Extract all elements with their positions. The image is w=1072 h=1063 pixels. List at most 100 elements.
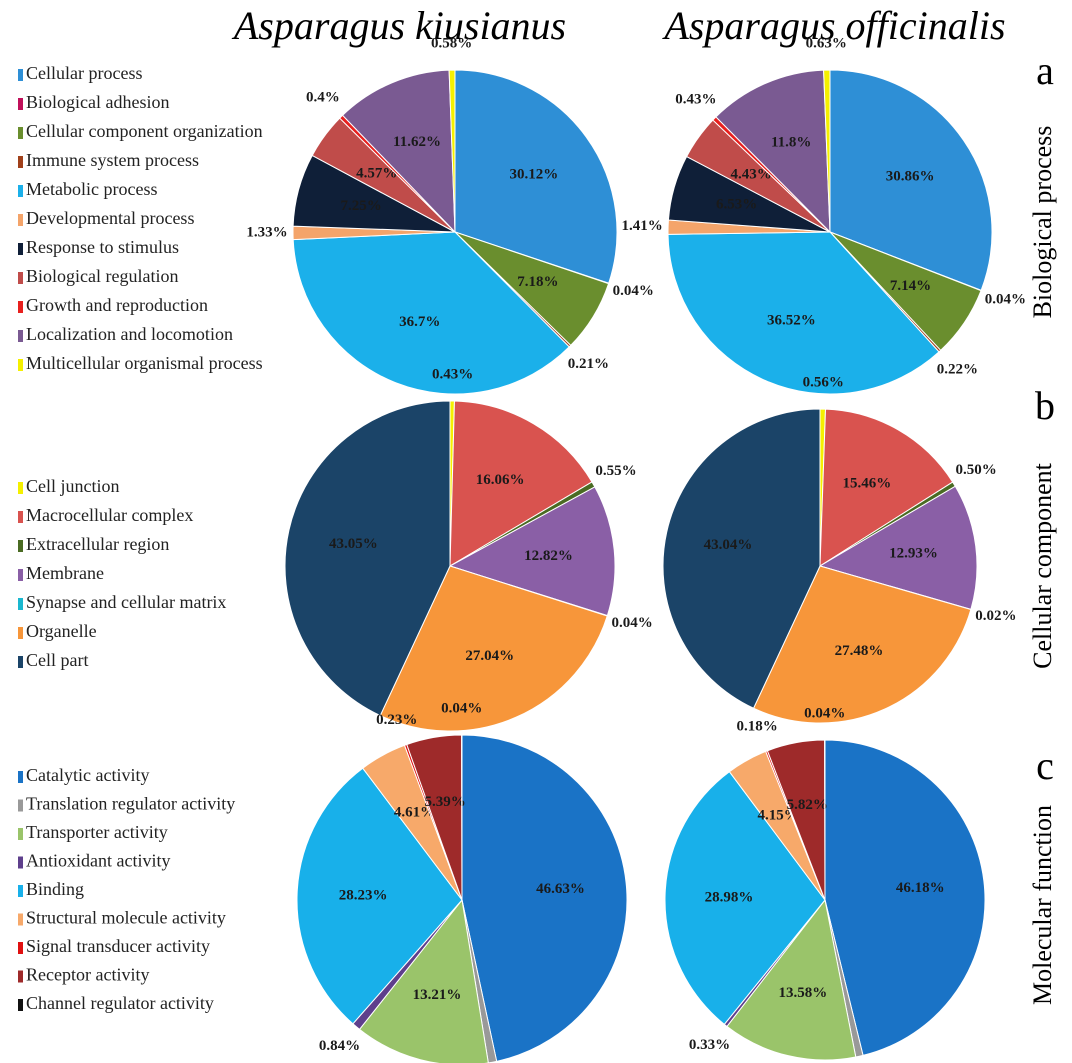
value-label: 4.15% <box>758 808 799 824</box>
legend-label: Cellular component organization <box>26 121 263 141</box>
legend-swatch <box>18 627 23 639</box>
row-label: Biological process <box>1028 126 1057 319</box>
pie-slice <box>818 485 978 610</box>
legend-label: Metabolic process <box>26 179 157 199</box>
legend-swatch <box>18 243 23 255</box>
legend-label: Receptor activity <box>26 965 149 985</box>
legend-label: Multicellular organismal process <box>26 353 263 373</box>
legend-swatch <box>18 185 23 197</box>
value-label: 13.21% <box>413 987 462 1003</box>
value-label: 13.58% <box>778 985 827 1001</box>
value-label: 0.50% <box>956 462 997 478</box>
value-label: 0.04% <box>613 283 654 299</box>
legend-swatch <box>18 511 23 523</box>
value-label: 12.82% <box>524 548 573 564</box>
value-label: 0.04% <box>985 291 1026 307</box>
value-label: 0.04% <box>804 705 845 721</box>
value-label: 15.46% <box>843 476 892 492</box>
value-label: 0.23% <box>376 712 417 728</box>
legend-swatch <box>18 69 23 81</box>
legend-label: Localization and locomotion <box>26 324 233 344</box>
legend-swatch <box>18 540 23 552</box>
legend-label: Binding <box>26 879 84 899</box>
value-label: 0.43% <box>432 366 473 382</box>
value-label: 0.43% <box>675 92 716 108</box>
value-label: 1.41% <box>621 218 662 234</box>
panel-letter: b <box>1035 383 1055 428</box>
legend-label: Structural molecule activity <box>26 908 226 928</box>
value-label: 0.21% <box>568 356 609 372</box>
value-label: 43.05% <box>329 536 378 552</box>
pie-slice <box>292 231 570 395</box>
legend-label: Transporter activity <box>26 822 168 842</box>
row-label: Molecular function <box>1028 805 1057 1005</box>
legend-label: Growth and reproduction <box>26 295 208 315</box>
legend-label: Membrane <box>26 563 104 583</box>
legend-swatch <box>18 569 23 581</box>
value-label: 4.43% <box>730 167 771 183</box>
legend-label: Signal transducer activity <box>26 936 210 956</box>
column-title: Asparagus kiusianus <box>231 3 566 48</box>
legend-swatch <box>18 330 23 342</box>
legend-swatch <box>18 359 23 371</box>
value-label: 11.8% <box>771 134 811 150</box>
value-label: 16.06% <box>476 472 525 488</box>
pie-slice <box>823 69 831 233</box>
pie-slice <box>379 565 608 732</box>
value-label: 0.58% <box>431 35 472 51</box>
value-label: 12.93% <box>889 546 938 562</box>
legend-swatch <box>18 913 23 926</box>
pie-slice <box>296 767 463 1025</box>
legend-label: Catalytic activity <box>26 765 149 785</box>
row-label: Cellular component <box>1028 462 1057 669</box>
pie-slice <box>449 400 593 567</box>
value-label: 0.02% <box>975 608 1016 624</box>
value-label: 5.39% <box>424 794 465 810</box>
value-label: 6.53% <box>716 197 757 213</box>
pie-slice <box>715 69 831 234</box>
value-label: 0.4% <box>306 90 340 106</box>
value-label: 4.61% <box>394 805 435 821</box>
legend-label: Immune system process <box>26 150 199 170</box>
legend-label: Response to stimulus <box>26 237 179 257</box>
legend-label: Extracellular region <box>26 534 169 554</box>
value-label: 4.57% <box>356 166 397 182</box>
legend-swatch <box>18 799 23 812</box>
value-label: 5.82% <box>787 797 828 813</box>
pie-slice <box>664 770 826 1026</box>
legend-label: Cellular process <box>26 63 142 83</box>
panel-letter: a <box>1036 48 1054 93</box>
value-label: 7.18% <box>517 274 558 290</box>
legend-swatch <box>18 127 23 139</box>
value-label: 0.04% <box>611 615 652 631</box>
pie-slice <box>448 69 456 233</box>
legend-swatch <box>18 214 23 226</box>
legend-swatch <box>18 598 23 610</box>
pie-slice <box>667 231 940 395</box>
legend-swatch <box>18 856 23 869</box>
value-label: 28.23% <box>339 888 388 904</box>
legend-swatch <box>18 272 23 284</box>
legend-swatch <box>18 942 23 954</box>
pie-slice <box>824 739 986 1057</box>
value-label: 0.22% <box>937 362 978 378</box>
legend-swatch <box>18 970 23 983</box>
value-label: 11.62% <box>393 134 441 150</box>
pie-slice <box>448 486 616 617</box>
legend-label: Organelle <box>26 621 97 641</box>
value-label: 7.25% <box>341 198 382 214</box>
value-label: 0.04% <box>441 700 482 716</box>
pie-slice <box>752 565 972 724</box>
legend-swatch <box>18 156 23 168</box>
value-label: 27.04% <box>465 648 514 664</box>
legend-label: Synapse and cellular matrix <box>26 592 226 612</box>
value-label: 43.04% <box>704 537 753 553</box>
pie-slice <box>358 898 489 1063</box>
legend-label: Cell part <box>26 650 88 670</box>
value-label: 46.18% <box>896 880 945 896</box>
legend-label: Biological regulation <box>26 266 178 286</box>
value-label: 27.48% <box>835 643 884 659</box>
value-label: 28.98% <box>705 890 754 906</box>
pie-slice <box>662 408 821 709</box>
pie-slice <box>819 408 954 567</box>
